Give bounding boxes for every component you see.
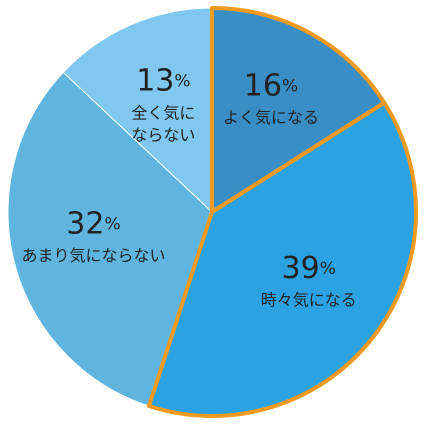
category-line: 全く気に <box>131 103 195 122</box>
pie-slice <box>62 7 213 214</box>
value-label: 13% <box>136 63 190 98</box>
value-unit: % <box>320 259 336 279</box>
category-label: よく気になる <box>223 108 319 127</box>
slice-highlight <box>210 6 387 214</box>
value-unit: % <box>174 72 190 92</box>
value-number: 32 <box>66 206 104 241</box>
category-line: ならない <box>131 125 195 144</box>
value-number: 13 <box>136 63 174 98</box>
value-unit: % <box>104 214 120 234</box>
value-label: 32% <box>66 206 120 241</box>
category-label: あまり気にならない <box>21 246 165 265</box>
pie-slice <box>7 71 213 407</box>
value-unit: % <box>282 77 298 97</box>
value-label: 16% <box>244 68 298 103</box>
category-label: 全く気にならない <box>131 103 195 144</box>
slice-highlight <box>146 100 418 418</box>
value-label: 39% <box>282 251 336 286</box>
category-label: 時々気になる <box>261 291 357 310</box>
value-number: 16 <box>244 68 282 103</box>
value-number: 39 <box>282 251 320 286</box>
